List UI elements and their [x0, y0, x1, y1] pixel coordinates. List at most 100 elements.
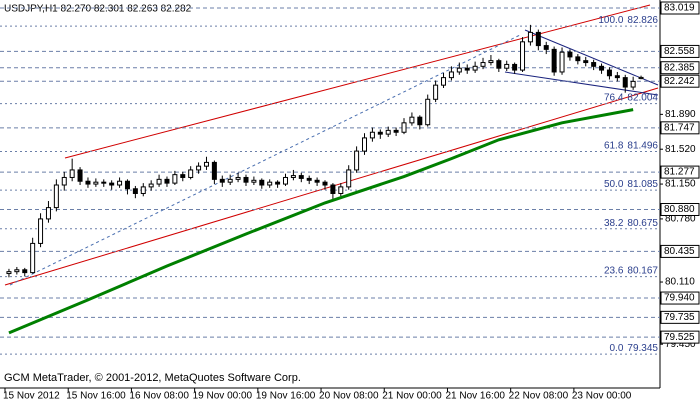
candle-body — [527, 31, 533, 43]
candle-body — [298, 175, 304, 179]
candle-body — [330, 184, 336, 194]
fib-ratio: 76.4 — [604, 92, 624, 103]
candle-body — [14, 269, 20, 273]
candle-body — [61, 176, 67, 186]
candle-body — [377, 131, 383, 135]
candle-body — [38, 218, 44, 244]
level-label: 79.735 — [664, 312, 695, 323]
level-box — [660, 310, 700, 324]
candle-body — [638, 76, 644, 80]
x-tick-label: 15 Nov 2012 — [3, 391, 60, 402]
x-tick-label: 20 Nov 08:00 — [319, 391, 379, 402]
candle-body — [551, 48, 557, 73]
level-label: 80.435 — [664, 246, 695, 257]
fib-label: 100.0 82.826 — [598, 15, 658, 26]
level-box — [660, 44, 700, 58]
fib-price: 80.675 — [627, 217, 658, 228]
level-box — [660, 244, 700, 258]
candle-body — [156, 178, 162, 185]
level-label: 81.277 — [664, 167, 695, 178]
candle-body — [109, 182, 115, 186]
level-box — [660, 165, 700, 179]
candle-body — [433, 84, 439, 100]
candle-body — [188, 169, 194, 178]
candle-body — [211, 161, 217, 180]
wedge-upper — [524, 29, 659, 86]
candle-body — [362, 137, 368, 152]
candle-body — [101, 181, 107, 184]
candle-body — [148, 183, 154, 188]
candle-body — [196, 165, 202, 171]
level-box — [660, 74, 700, 88]
level-label: 82.558 — [664, 46, 695, 57]
level-label: 82.242 — [664, 76, 695, 87]
candle-body — [132, 188, 138, 194]
fib-ratio: 61.8 — [604, 140, 624, 151]
candle-body — [30, 242, 36, 274]
candle-body — [346, 169, 352, 188]
level-box — [660, 121, 700, 135]
candle-body — [567, 51, 573, 58]
candle-body — [45, 207, 51, 220]
candle-body — [227, 178, 233, 183]
fib-label: 0.0 79.345 — [610, 343, 659, 354]
candle-body — [480, 62, 486, 67]
candle-body — [53, 184, 59, 209]
candle-body — [124, 180, 130, 190]
level-box — [660, 202, 700, 216]
y-tick-label: 80.110 — [665, 277, 695, 288]
level-label: 80.880 — [664, 204, 695, 215]
candle-body — [267, 181, 273, 186]
fib-price: 79.345 — [627, 343, 658, 354]
candle-body — [591, 62, 597, 67]
candle-body — [93, 181, 99, 185]
level-label: 79.940 — [664, 293, 695, 304]
candle-body — [417, 116, 423, 126]
candle-body — [6, 271, 12, 275]
candle-body — [599, 65, 605, 71]
candle-body — [622, 77, 628, 88]
candle-body — [496, 60, 502, 69]
candle-body — [401, 122, 407, 133]
candle-body — [117, 180, 123, 186]
candle-body — [504, 63, 510, 69]
fib-price: 82.004 — [627, 92, 658, 103]
candle-body — [543, 45, 549, 50]
x-tick-label: 21 Nov 16:00 — [445, 391, 505, 402]
fib-label: 76.4 82.004 — [604, 92, 658, 103]
candle-body — [488, 60, 494, 64]
candle-body — [290, 175, 296, 178]
candle-body — [630, 80, 636, 88]
level-box — [660, 330, 700, 344]
candle-body — [322, 181, 328, 186]
candle-body — [606, 69, 612, 77]
fib-ratio: 100.0 — [598, 15, 623, 26]
candle-body — [409, 116, 415, 124]
fib-price: 80.167 — [627, 265, 658, 276]
candle-body — [306, 177, 312, 181]
candle-body — [203, 161, 209, 167]
candle-body — [520, 41, 526, 71]
x-tick-label: 23 Nov 00:00 — [572, 391, 632, 402]
x-tick-label: 15 Nov 16:00 — [66, 391, 126, 402]
fib-ratio: 0.0 — [610, 343, 624, 354]
y-tick-label: 79.450 — [665, 339, 696, 350]
candle-body — [164, 178, 170, 184]
candle-body — [77, 169, 83, 182]
y-tick-label: 81.890 — [665, 109, 696, 120]
candle-body — [559, 51, 565, 73]
level-label: 81.747 — [664, 122, 695, 133]
candle-body — [259, 179, 265, 186]
candle-body — [354, 150, 360, 171]
y-tick-label: 81.520 — [665, 144, 696, 155]
fib-ratio: 38.2 — [604, 217, 624, 228]
candle-body — [338, 186, 344, 194]
candle-body — [472, 65, 478, 71]
candle-body — [22, 269, 28, 274]
candle-body — [535, 31, 541, 47]
candle-body — [512, 63, 518, 71]
moving-average — [8, 108, 634, 335]
fib-label: 38.2 80.675 — [604, 217, 658, 228]
candle-body — [140, 186, 146, 194]
